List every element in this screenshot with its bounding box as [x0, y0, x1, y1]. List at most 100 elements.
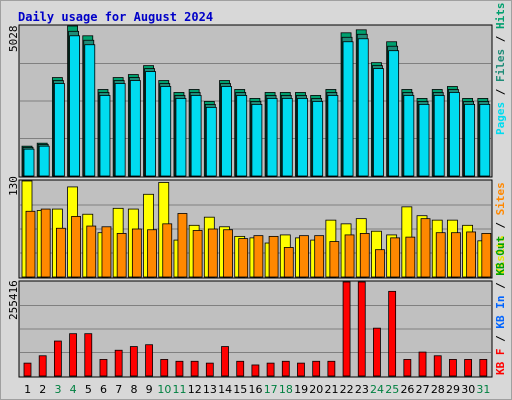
day-label-27: 27 [416, 383, 430, 396]
day-label-14: 14 [218, 383, 232, 396]
bar-sites-11 [177, 213, 188, 278]
legend-top-part: Hits [494, 3, 507, 36]
bar-pages-16 [251, 104, 263, 177]
bar-kb-f-4 [69, 333, 77, 377]
bar-kb-f-9 [145, 344, 153, 377]
bar-pages-7 [114, 83, 126, 177]
day-label-6: 6 [100, 383, 107, 396]
bar-pages-20 [312, 101, 324, 177]
bar-pages-19 [297, 98, 308, 177]
bar-sites-20 [314, 235, 325, 278]
legend-top-part: / [494, 88, 507, 102]
bar-sites-30 [466, 231, 477, 278]
bar-sites-14 [223, 229, 233, 278]
legend-bottom-part: KB F [494, 349, 507, 376]
bar-sites-29 [451, 232, 461, 278]
bar-kb-f-25 [388, 290, 397, 377]
legend-top-part: / [494, 35, 507, 49]
bar-pages-21 [327, 95, 339, 177]
bar-kb-f-11 [175, 360, 184, 377]
bar-sites-5 [86, 225, 97, 278]
bar-sites-12 [192, 230, 203, 278]
bar-pages-17 [266, 98, 278, 177]
day-label-2: 2 [39, 383, 46, 396]
chart-title: Daily usage for August 2024 [18, 10, 213, 24]
day-label-7: 7 [115, 383, 122, 396]
day-label-20: 20 [309, 383, 323, 396]
legend-middle-part: Visits [494, 235, 507, 275]
bar-kb-f-20 [312, 360, 321, 377]
bottom-max-label: 255416 [7, 280, 20, 320]
day-label-21: 21 [324, 383, 338, 396]
day-label-25: 25 [385, 383, 399, 396]
bar-pages-28 [433, 95, 445, 177]
day-label-29: 29 [446, 383, 460, 396]
bar-kb-f-30 [464, 359, 473, 377]
bar-sites-7 [116, 233, 127, 278]
bar-kb-f-18 [281, 360, 290, 377]
bar-pages-6 [99, 95, 111, 177]
bar-pages-9 [145, 71, 156, 177]
bar-sites-15 [238, 238, 249, 278]
day-label-22: 22 [340, 383, 354, 396]
bar-sites-23 [359, 233, 370, 278]
bar-sites-28 [435, 232, 446, 278]
bar-pages-31 [479, 104, 491, 177]
day-label-31: 31 [476, 383, 490, 396]
bar-kb-f-2 [38, 355, 47, 377]
bar-pages-18 [281, 98, 293, 177]
day-label-16: 16 [249, 383, 263, 396]
bar-sites-1 [25, 210, 36, 278]
bar-pages-23 [357, 38, 369, 177]
day-label-28: 28 [431, 383, 445, 396]
bar-sites-8 [131, 228, 142, 278]
bar-kb-f-8 [129, 346, 138, 377]
bar-pages-5 [84, 44, 96, 177]
bar-kb-f-1 [23, 362, 32, 377]
bar-sites-22 [344, 234, 355, 278]
day-label-30: 30 [461, 383, 475, 396]
day-label-18: 18 [279, 383, 293, 396]
bar-kb-f-16 [251, 364, 260, 377]
bar-pages-4 [69, 35, 80, 177]
bar-sites-21 [329, 241, 340, 278]
day-label-19: 19 [294, 383, 308, 396]
day-label-15: 15 [233, 383, 247, 396]
bar-pages-26 [403, 95, 415, 177]
day-label-11: 11 [173, 383, 187, 396]
bar-kb-f-21 [327, 360, 336, 377]
bar-pages-3 [53, 83, 65, 177]
bar-pages-12 [190, 95, 202, 177]
bar-kb-f-12 [190, 360, 199, 377]
bar-sites-4 [71, 216, 81, 278]
bar-kb-f-17 [266, 362, 275, 377]
bar-pages-10 [160, 86, 172, 177]
bar-pages-14 [221, 86, 232, 177]
bar-sites-10 [162, 223, 173, 278]
legend-bottom-part: / [494, 335, 507, 349]
day-label-9: 9 [146, 383, 153, 396]
day-label-8: 8 [130, 383, 137, 396]
bar-kb-f-26 [403, 359, 412, 377]
bar-kb-f-19 [297, 362, 305, 377]
bar-pages-24 [373, 68, 384, 177]
bar-kb-f-27 [418, 351, 427, 377]
top-max-label: 5028 [7, 26, 20, 53]
top-legend: Pages / Files / Hits [494, 3, 507, 136]
bar-kb-f-6 [99, 359, 108, 377]
bar-sites-18 [283, 247, 294, 278]
bar-kb-f-13 [205, 362, 214, 377]
bar-pages-8 [129, 80, 141, 177]
bar-pages-1 [23, 148, 35, 177]
day-label-17: 17 [264, 383, 278, 396]
bar-sites-31 [481, 233, 492, 278]
bar-kb-f-15 [236, 360, 245, 377]
bar-kb-f-24 [373, 327, 381, 377]
bar-kb-f-10 [160, 359, 169, 377]
bottom-legend: KB F / KB In / KB Out [494, 236, 507, 375]
day-labels: 1 2 3 4 5 6 7 8 9 10 11 12 13 14 15 16 17 18 19 20 21 22 23 24 2… [24, 383, 490, 396]
bar-kb-f-22 [342, 281, 351, 377]
bar-sites-24 [375, 249, 385, 278]
bar-sites-16 [253, 235, 264, 278]
bar-kb-f-14 [221, 346, 229, 377]
